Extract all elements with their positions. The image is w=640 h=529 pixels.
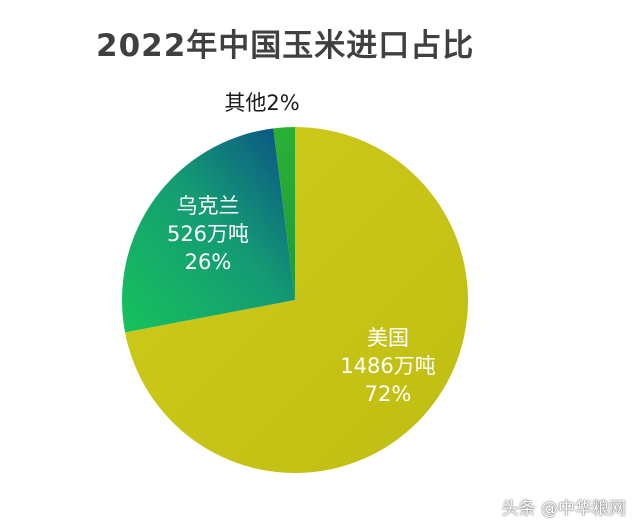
slice-other [273,127,295,300]
slice-usa [125,127,468,474]
slice-ukraine [121,128,296,333]
watermark: 头条 @中华粮网 [501,499,626,519]
label-usa: 美国 1486万吨 72% [340,326,435,406]
label-other: 其他2% [224,91,299,115]
chart-title: 2022年中国玉米进口占比 [96,28,475,64]
label-ukraine: 乌克兰 526万吨 26% [167,194,249,274]
